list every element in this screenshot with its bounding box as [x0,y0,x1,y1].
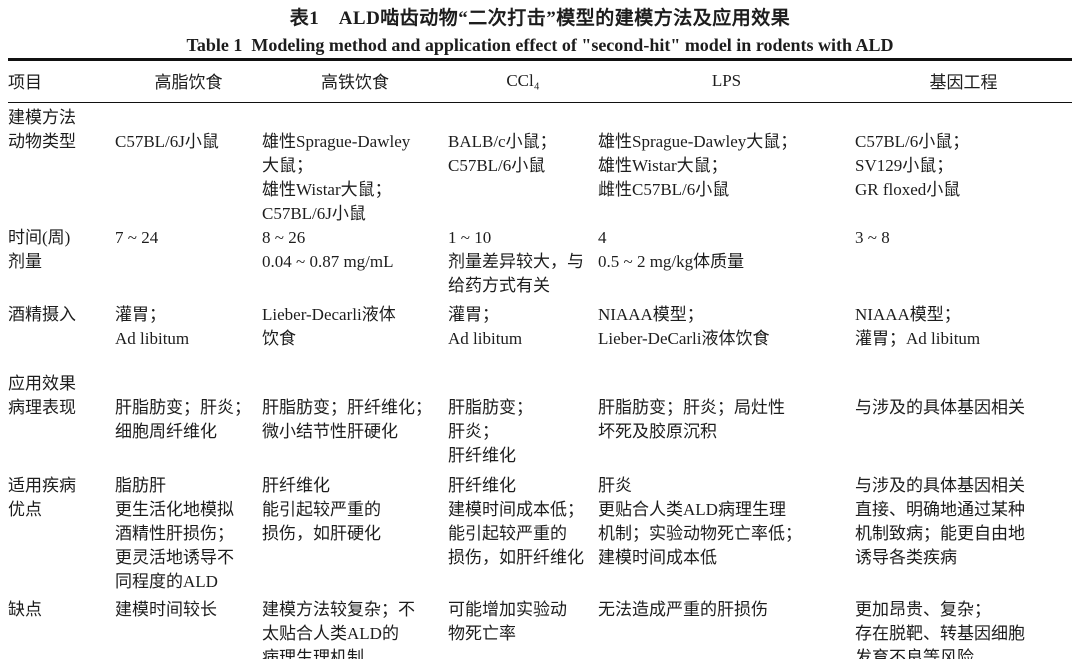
table-cell: 能引起较严重的 损伤，如肝硬化 [262,500,381,543]
table-cell: C57BL/6J小鼠 [115,132,219,151]
table-cell: Lieber-Decarli液体 饮食 [262,305,396,348]
table-cell: 可能增加实验动 物死亡率 [448,600,567,643]
table-cell: 直接、明确地通过某种 机制致病；能更自由地 诱导各类疾病 [855,500,1025,567]
row-label: 时间(周) [8,228,71,247]
table-cell: 0.04 ~ 0.87 mg/mL [262,252,394,271]
table-cell: NIAAA模型； Lieber-DeCarli液体饮食 [598,305,770,348]
table-row: 优点 更生活化地模拟 酒精性肝损伤； 更灵活地诱导不 同程度的ALD 能引起较严重的… [8,498,1072,594]
row-label: 适用疾病 [8,476,76,495]
row-label: 优点 [8,500,42,519]
table-row: 病理表现 肝脂肪变；肝炎； 细胞周纤维化 肝脂肪变；肝纤维化； 微小结节性肝硬化 肝脂… [8,396,1072,468]
table-row: 缺点 建模时间较长 建模方法较复杂；不 太贴合人类ALD的 病理生理机制 可能增加实验… [8,594,1072,659]
table-cell: 剂量差异较大，与 给药方式有关 [448,252,584,295]
table-cell: 3 ~ 8 [855,228,890,247]
table-cell: 灌胃； Ad libitum [448,305,523,348]
ald-model-table: 项目 高脂饮食 高铁饮食 CCl₄ LPS 基因工程 建模方法动物类型 C57BL… [8,58,1072,659]
column-header-gene-eng: 基因工程 [855,59,1072,103]
table-cell: 肝脂肪变；肝炎；局灶性 坏死及胶原沉积 [598,398,785,441]
table-cell: C57BL/6小鼠； SV129小鼠； GR floxed小鼠 [855,132,970,199]
table-cell: 0.5 ~ 2 mg/kg体质量 [598,252,745,271]
table-cell: 脂肪肝 [115,476,166,495]
table-header: 项目 高脂饮食 高铁饮食 CCl₄ LPS 基因工程 [8,59,1072,103]
table-row: 剂量 0.04 ~ 0.87 mg/mL 剂量差异较大，与 给药方式有关 0.5 ~ … [8,250,1072,298]
table-row: 酒精摄入 灌胃； Ad libitum Lieber-Decarli液体 饮食 灌胃；… [8,298,1072,351]
column-header-high-fat: 高脂饮食 [115,59,262,103]
table-cell: 肝炎 [598,476,632,495]
table-cell: NIAAA模型； 灌胃；Ad libitum [855,305,981,348]
section-row: 建模方法 [8,103,1072,131]
table-cell: 8 ~ 26 [262,228,306,247]
row-label: 缺点 [8,600,42,619]
table-cell: 更加昂贵、复杂； 存在脱靶、转基因细胞 发育不良等风险 [855,600,1025,659]
row-label: 剂量 [8,252,42,271]
table-cell: 与涉及的具体基因相关 [855,398,1025,417]
table-body: 建模方法动物类型 C57BL/6J小鼠 雄性Sprague-Dawley 大鼠； 雄… [8,103,1072,659]
table-cell: 肝脂肪变；肝纤维化； 微小结节性肝硬化 [262,398,432,441]
table-cell: 无法造成严重的肝损伤 [598,600,768,619]
table-cell: 更贴合人类ALD病理生理 机制；实验动物死亡率低； 建模时间成本低 [598,500,802,567]
table-row: 时间(周) 7 ~ 24 8 ~ 26 1 ~ 10 4 3 ~ 8 [8,226,1072,250]
table-cell: BALB/c小鼠； C57BL/6小鼠 [448,132,557,175]
table-cell: 灌胃； Ad libitum [115,305,190,348]
table-cell: 肝脂肪变； 肝炎； 肝纤维化 [448,398,533,465]
table-cell: 肝脂肪变；肝炎； 细胞周纤维化 [115,398,251,441]
table-cell: 与涉及的具体基因相关 [855,476,1025,495]
section-label: 建模方法 [8,108,76,127]
table-cell: 雄性Sprague-Dawley 大鼠； 雄性Wistar大鼠； C57BL/6… [262,132,411,223]
paper-page: 表1 ALD啮齿动物“二次打击”模型的建模方法及应用效果 Table 1 Mod… [0,6,1080,659]
table-row: 动物类型 C57BL/6J小鼠 雄性Sprague-Dawley 大鼠； 雄性Wis… [8,130,1072,226]
column-header-lps: LPS [598,59,855,103]
table-row: 适用疾病 脂肪肝 肝纤维化 肝纤维化 肝炎 与涉及的具体基因相关 [8,468,1072,498]
table-title-zh: 表1 ALD啮齿动物“二次打击”模型的建模方法及应用效果 [289,8,791,29]
column-header-high-iron: 高铁饮食 [262,59,448,103]
table-cell: 肝纤维化 [448,476,516,495]
table-cell: 建模时间成本低； 能引起较严重的 损伤，如肝纤维化 [448,500,584,567]
column-header-ccl4: CCl₄ [448,59,598,103]
column-header-item: 项目 [8,59,115,103]
header-row: 项目 高脂饮食 高铁饮食 CCl₄ LPS 基因工程 [8,59,1072,103]
table-title-en: Table 1 Modeling method and application … [186,35,894,55]
table-cell: 建模方法较复杂；不 太贴合人类ALD的 病理生理机制 [262,600,415,659]
table-cell: 7 ~ 24 [115,228,159,247]
table-cell: 雄性Sprague-Dawley大鼠； 雄性Wistar大鼠； 雌性C57BL/… [598,132,798,199]
row-label: 病理表现 [8,398,76,417]
table-cell: 1 ~ 10 [448,228,492,247]
table-cell [115,250,262,298]
table-cell: 肝纤维化 [262,476,330,495]
table-cell: 更生活化地模拟 酒精性肝损伤； 更灵活地诱导不 同程度的ALD [115,500,234,591]
table-cell [855,250,1072,298]
row-label: 酒精摄入 [8,305,76,324]
table-cell: 4 [598,228,607,247]
table-cell: 建模时间较长 [115,600,217,619]
section-label: 应用效果 [8,374,76,393]
section-row: 应用效果 [8,351,1072,396]
row-label: 动物类型 [8,132,76,151]
